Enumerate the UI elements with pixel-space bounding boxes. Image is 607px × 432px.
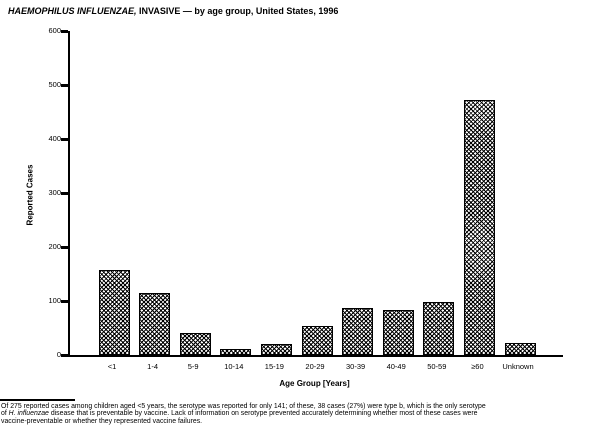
y-tick-mark xyxy=(61,354,68,357)
x-tick-label: ≥60 xyxy=(471,362,484,371)
footnote-line-1: Of 275 reported cases among children age… xyxy=(1,403,486,410)
bar-15-19 xyxy=(260,344,292,355)
bar-10-14 xyxy=(220,348,252,355)
footnote-line-3: vaccine-preventable or whether they repr… xyxy=(1,417,203,425)
x-tick-label: 5-9 xyxy=(187,362,199,371)
bar-20-29 xyxy=(301,325,333,355)
y-tick-label: 0 xyxy=(56,350,61,359)
bar-40-49 xyxy=(382,310,414,355)
x-tick-label: 10-14 xyxy=(224,362,244,371)
x-tick-label: 15-19 xyxy=(264,362,284,371)
y-tick-label: 100 xyxy=(48,296,61,305)
x-tick-label: 30-39 xyxy=(346,362,366,371)
footnote-species-italic: H. influenzae xyxy=(8,410,49,418)
x-tick-label: 40-49 xyxy=(386,362,406,371)
y-tick-label: 600 xyxy=(48,26,61,35)
bar-≥60 xyxy=(463,99,495,355)
bar-Unknown xyxy=(504,342,536,355)
bar-30-39 xyxy=(342,308,374,355)
y-tick-label: 500 xyxy=(48,80,61,89)
y-tick-mark xyxy=(61,300,68,303)
y-tick-mark xyxy=(61,246,68,249)
bar-1-4 xyxy=(139,292,171,355)
chart-title: HAEMOPHILUS INFLUENZAE, INVASIVE — by ag… xyxy=(8,6,338,16)
y-tick-mark xyxy=(61,84,68,87)
y-tick-label: 200 xyxy=(48,242,61,251)
x-axis-label: Age Group [Years] xyxy=(279,379,350,388)
x-tick-label: 50-59 xyxy=(427,362,447,371)
y-tick-mark xyxy=(61,30,68,33)
bar-5-9 xyxy=(179,333,211,355)
chart-title-italic: HAEMOPHILUS INFLUENZAE, xyxy=(8,6,137,16)
bar-50-59 xyxy=(423,301,455,355)
footnote-line-2: of H. influenzae disease that is prevent… xyxy=(1,410,478,418)
bar-<1 xyxy=(98,269,130,355)
x-tick-label: <1 xyxy=(107,362,117,371)
y-tick-label: 300 xyxy=(48,188,61,197)
y-tick-mark xyxy=(61,138,68,141)
x-tick-label: 1-4 xyxy=(147,362,159,371)
footnote-rule xyxy=(0,399,75,401)
footnote: Of 275 reported cases among children age… xyxy=(1,403,606,425)
y-tick-label: 400 xyxy=(48,134,61,143)
y-tick-mark xyxy=(61,192,68,195)
x-tick-label: Unknown xyxy=(502,362,534,371)
x-tick-label: 20-29 xyxy=(305,362,325,371)
chart-title-rest: INVASIVE — by age group, United States, … xyxy=(136,6,339,16)
plot-area xyxy=(68,31,563,357)
